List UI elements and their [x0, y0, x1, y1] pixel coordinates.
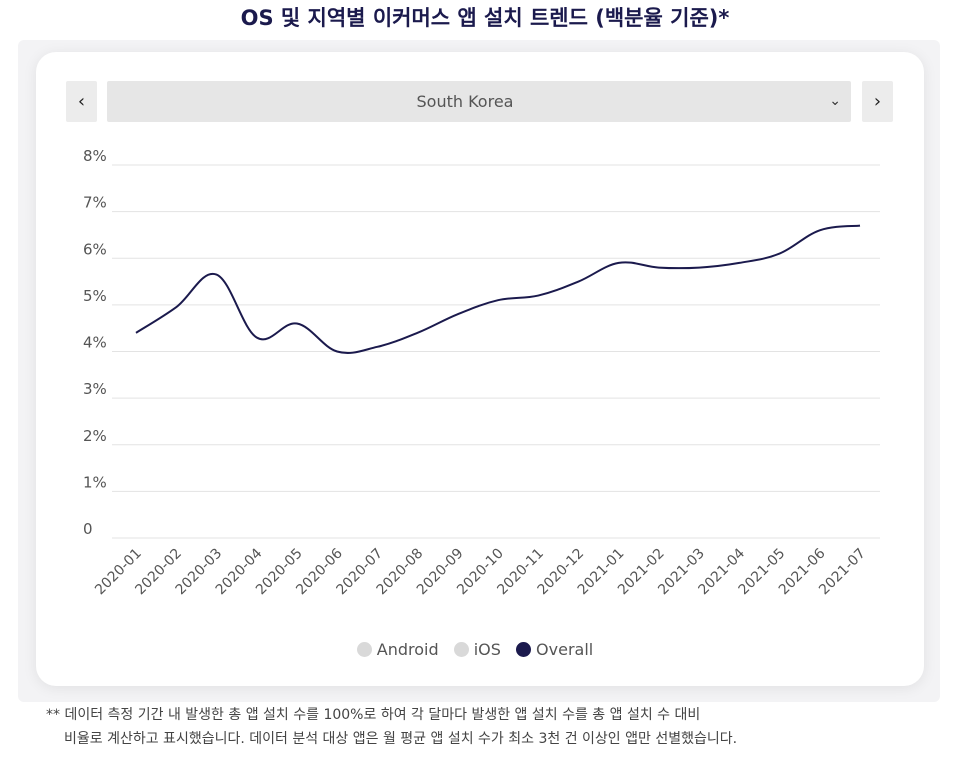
- data-point: [294, 321, 300, 327]
- chevron-right-icon: ›: [873, 91, 882, 112]
- next-region-button[interactable]: ›: [862, 81, 893, 122]
- data-point: [173, 304, 179, 310]
- region-select[interactable]: South Korea ⌄: [107, 81, 851, 122]
- footnote: ** 데이터 측정 기간 내 발생한 총 앱 설치 수를 100%로 하여 각 …: [46, 703, 737, 751]
- y-tick-label: 0: [83, 520, 93, 538]
- legend-dot-icon: [516, 642, 532, 657]
- chevron-down-icon: ⌄: [829, 93, 841, 109]
- legend-label: Overall: [536, 640, 594, 659]
- data-point: [656, 265, 662, 271]
- y-tick-label: 2%: [83, 427, 107, 445]
- y-tick-label: 5%: [83, 287, 107, 305]
- legend-item-ios[interactable]: iOS: [453, 640, 501, 659]
- data-point: [857, 223, 863, 229]
- chevron-left-icon: ‹: [77, 91, 86, 112]
- region-select-value: South Korea: [416, 92, 514, 111]
- legend-item-android[interactable]: Android: [356, 640, 439, 659]
- data-point: [777, 251, 783, 257]
- legend-label: Android: [376, 640, 439, 659]
- data-point: [817, 227, 823, 233]
- data-point: [575, 279, 581, 285]
- data-point: [495, 297, 501, 303]
- prev-region-button[interactable]: ‹: [66, 81, 97, 122]
- series-line-overall: [135, 224, 861, 355]
- data-point: [535, 293, 541, 299]
- data-point: [213, 272, 219, 278]
- legend-item-overall[interactable]: Overall: [516, 640, 593, 659]
- data-point: [455, 311, 461, 317]
- y-tick-label: 7%: [83, 194, 107, 212]
- chart-card: [36, 52, 924, 686]
- footnote-line: 비율로 계산하고 표시했습니다. 데이터 분석 대상 앱은 월 평균 앱 설치 …: [64, 731, 738, 747]
- y-tick-label: 1%: [83, 473, 107, 491]
- chart-title: OS 및 지역별 이커머스 앱 설치 트렌드 (백분율 기준)*: [240, 6, 730, 30]
- chart-legend: Android iOS Overall: [0, 640, 950, 661]
- data-point: [374, 344, 380, 350]
- data-point: [334, 349, 340, 355]
- data-point: [254, 335, 260, 341]
- y-tick-label: 6%: [83, 240, 107, 258]
- data-point: [133, 330, 139, 336]
- data-point: [415, 330, 421, 336]
- y-tick-label: 8%: [83, 147, 107, 165]
- legend-dot-icon: [356, 642, 372, 657]
- legend-dot-icon: [453, 642, 469, 657]
- data-point: [696, 265, 702, 271]
- footnote-line: ** 데이터 측정 기간 내 발생한 총 앱 설치 수를 100%로 하여 각 …: [46, 707, 701, 723]
- y-tick-label: 4%: [83, 334, 107, 352]
- y-tick-label: 3%: [83, 380, 107, 398]
- data-point: [736, 260, 742, 266]
- legend-label: iOS: [473, 640, 501, 659]
- data-point: [616, 260, 622, 266]
